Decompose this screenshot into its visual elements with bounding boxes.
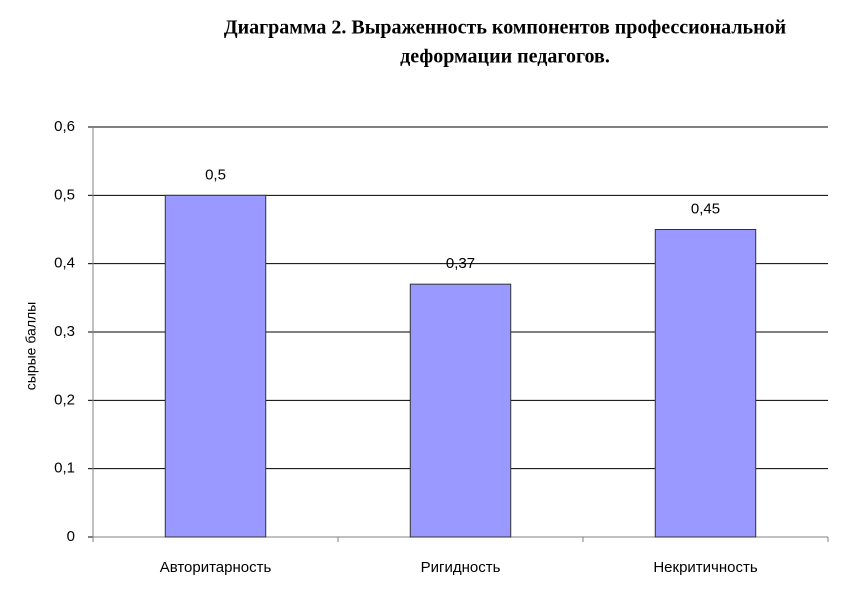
x-tick-label: Авторитарность [160,559,272,576]
y-axis-label: сырые баллы [23,302,39,390]
chart-title: деформации педагогов. [400,46,610,68]
data-label: 0,37 [446,255,475,272]
x-tick-label: Ригидность [421,559,501,576]
bar [409,283,512,538]
bar [164,194,267,538]
y-tick-label: 0 [67,528,75,545]
y-tick-label: 0,5 [54,186,75,203]
y-tick-label: 0,6 [54,118,75,135]
data-label: 0,5 [205,166,226,183]
bar [654,229,757,538]
chart-title: Диаграмма 2. Выраженность компонентов пр… [224,17,786,39]
y-tick-label: 0,1 [54,460,75,477]
y-tick-label: 0,2 [54,391,75,408]
x-tick-label: Некритичность [653,559,758,576]
y-tick-label: 0,3 [54,323,75,340]
y-tick-label: 0,4 [54,255,75,272]
data-label: 0,45 [691,200,720,217]
